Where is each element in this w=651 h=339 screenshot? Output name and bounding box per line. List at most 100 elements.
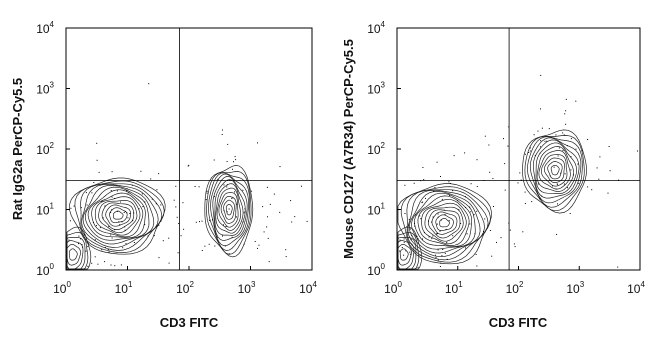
event-dot bbox=[156, 189, 158, 191]
event-dot bbox=[177, 252, 179, 254]
event-dot bbox=[539, 152, 541, 154]
event-dot bbox=[569, 213, 571, 214]
event-dot bbox=[446, 258, 448, 260]
event-dot bbox=[591, 189, 593, 191]
event-dot bbox=[608, 146, 610, 147]
event-dot bbox=[234, 191, 235, 193]
contour-ring bbox=[225, 203, 233, 216]
event-dot bbox=[148, 83, 150, 85]
event-dot bbox=[413, 182, 415, 184]
event-dot bbox=[437, 216, 439, 218]
event-dot bbox=[85, 250, 87, 252]
event-dot bbox=[168, 262, 170, 264]
event-dot bbox=[572, 174, 574, 176]
contour-ring bbox=[87, 189, 146, 239]
event-dot bbox=[607, 192, 609, 194]
event-dot bbox=[257, 142, 258, 144]
event-dot bbox=[403, 241, 405, 243]
event-dot bbox=[158, 173, 160, 175]
event-dot bbox=[403, 238, 405, 240]
event-dot bbox=[541, 127, 543, 129]
event-dot bbox=[563, 183, 565, 185]
event-dot bbox=[205, 199, 207, 201]
event-dot bbox=[267, 216, 268, 218]
contour-ring bbox=[91, 192, 144, 238]
event-dot bbox=[266, 226, 268, 228]
x-tick-label: 102 bbox=[506, 280, 524, 296]
event-dot bbox=[452, 235, 454, 237]
x-axis-title-right: CD3 FITC bbox=[489, 315, 548, 330]
event-dot bbox=[549, 175, 551, 177]
contour-ring bbox=[210, 173, 249, 247]
contour-ring bbox=[216, 187, 241, 231]
event-dot bbox=[475, 254, 477, 255]
event-dot bbox=[522, 231, 524, 233]
event-dot bbox=[151, 198, 153, 200]
contour-ring bbox=[69, 177, 166, 255]
event-dot bbox=[80, 238, 82, 240]
event-dot bbox=[228, 208, 230, 210]
event-dot bbox=[216, 236, 218, 238]
event-dot bbox=[562, 149, 564, 151]
event-dot bbox=[263, 231, 265, 233]
event-dot bbox=[609, 170, 611, 172]
event-dot bbox=[469, 206, 471, 208]
event-dot bbox=[126, 212, 128, 214]
event-dot bbox=[552, 185, 554, 187]
contour-ring bbox=[424, 206, 464, 242]
event-dot bbox=[404, 184, 406, 186]
x-tick-labels-left: 100 101 102 103 104 bbox=[53, 266, 317, 296]
event-dot bbox=[244, 211, 246, 213]
event-dot bbox=[411, 235, 413, 237]
event-dot bbox=[539, 198, 541, 200]
event-dot bbox=[416, 235, 418, 237]
contour-ring bbox=[421, 202, 467, 245]
event-dot bbox=[110, 190, 112, 192]
event-dot bbox=[441, 198, 443, 200]
event-dot bbox=[422, 167, 424, 168]
event-dot bbox=[118, 221, 120, 223]
event-dot bbox=[68, 239, 70, 241]
event-dot bbox=[226, 211, 228, 213]
plot-panel-left: 100 101 102 103 104 100 101 102 103 104 CD3 FITC… bbox=[10, 20, 317, 330]
x-tick-label: 100 bbox=[384, 280, 402, 296]
event-dot bbox=[437, 259, 439, 261]
event-dot bbox=[224, 245, 226, 247]
event-dot bbox=[570, 156, 572, 158]
event-dot bbox=[488, 144, 490, 146]
x-tick-label: 104 bbox=[627, 280, 645, 296]
event-dot bbox=[556, 183, 558, 185]
contour-ring bbox=[399, 248, 409, 261]
y-tick-labels-right: 100 101 102 103 104 bbox=[367, 20, 401, 278]
event-dot bbox=[433, 191, 435, 192]
event-dot bbox=[204, 245, 206, 247]
event-dot bbox=[399, 239, 401, 241]
event-dot bbox=[126, 188, 128, 190]
event-dot bbox=[227, 143, 229, 145]
event-dot bbox=[228, 253, 230, 255]
event-dot bbox=[509, 229, 511, 231]
event-dot bbox=[587, 139, 589, 140]
event-dot bbox=[78, 235, 80, 237]
event-dot bbox=[460, 223, 462, 224]
event-dot bbox=[188, 164, 190, 166]
event-dot bbox=[138, 208, 140, 210]
event-dot bbox=[567, 187, 568, 189]
event-dot bbox=[540, 74, 542, 76]
event-dot bbox=[236, 216, 237, 218]
event-dot bbox=[432, 235, 434, 237]
event-dot bbox=[213, 159, 215, 161]
plot-frame-right bbox=[396, 27, 641, 271]
event-dot bbox=[87, 246, 89, 248]
event-dot bbox=[577, 163, 579, 165]
event-dot bbox=[114, 198, 116, 199]
event-dot bbox=[406, 226, 408, 228]
event-dot bbox=[243, 243, 245, 245]
event-dot bbox=[558, 147, 560, 149]
event-dot bbox=[575, 148, 577, 150]
event-dot bbox=[198, 186, 200, 188]
event-dot bbox=[244, 208, 246, 210]
event-dot bbox=[565, 98, 567, 100]
event-dot bbox=[92, 222, 94, 223]
event-dot bbox=[464, 152, 466, 154]
